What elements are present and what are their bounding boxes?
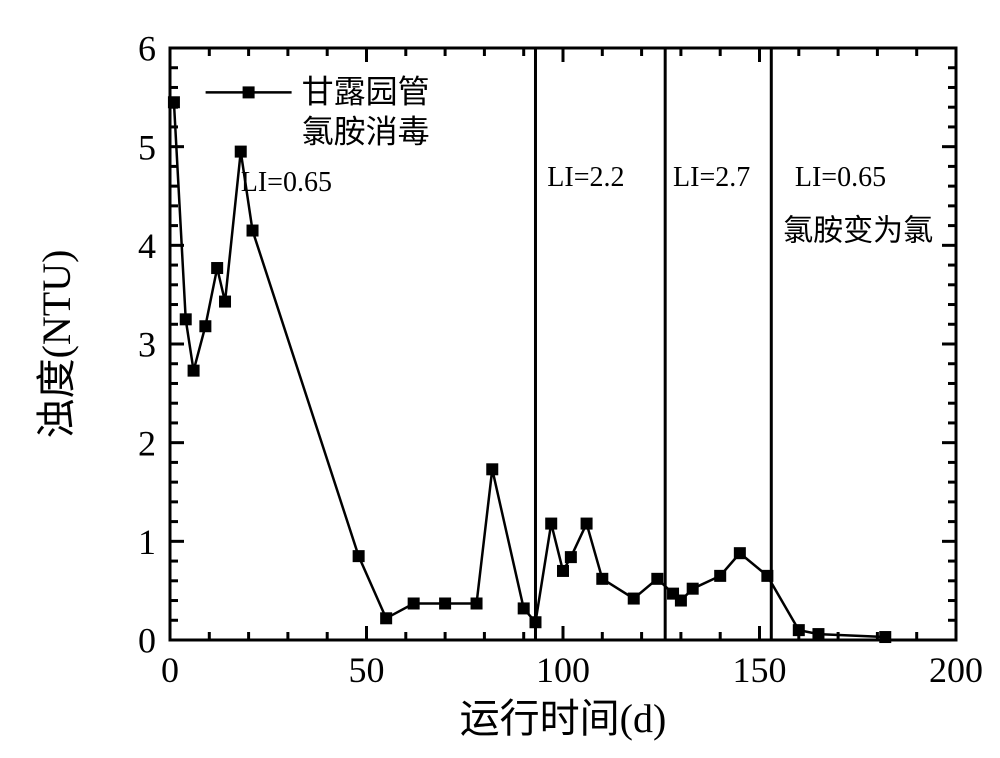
turbidity-line-chart: 0 50 100 150 200 0 1 2 3 4 5 6 运行时间(d) 浊度(NTU) LI=0.65… [0,0,1000,758]
series-marker [188,365,200,377]
series-marker [353,550,365,562]
series-marker [247,225,259,237]
series-marker [812,628,824,640]
svg-text:200: 200 [929,650,983,690]
svg-text:50: 50 [349,650,385,690]
series-marker [408,597,420,609]
annotation-text: LI=2.2 [547,162,624,193]
svg-text:2: 2 [138,423,156,463]
series-marker [565,551,577,563]
svg-text:0: 0 [161,650,179,690]
y-axis-label: 浊度(NTU) [34,250,79,439]
series-marker [199,320,211,332]
svg-text:6: 6 [138,29,156,69]
series-marker [793,624,805,636]
x-axis-label: 运行时间(d) [460,696,667,741]
series-marker [471,597,483,609]
series-marker [529,616,541,628]
annotation-text: LI=0.65 [241,167,332,198]
legend-marker [243,86,255,98]
series-marker [651,573,663,585]
series-marker [675,595,687,607]
series-marker [557,565,569,577]
series-marker [714,570,726,582]
series-marker [486,463,498,475]
legend-label: 氯胺消毒 [302,113,430,149]
series-marker [761,570,773,582]
series-marker [439,597,451,609]
series-marker [545,518,557,530]
series-marker [879,631,891,643]
series-marker [219,296,231,308]
legend-label: 甘露园管 [302,73,430,109]
svg-text:100: 100 [536,650,590,690]
series-marker [687,583,699,595]
annotation-text: LI=0.65 [795,162,886,193]
svg-text:0: 0 [138,621,156,661]
series-marker [211,262,223,274]
svg-text:1: 1 [138,522,156,562]
series-marker [518,602,530,614]
svg-text:4: 4 [138,226,156,266]
series-marker [168,96,180,108]
annotation-text: LI=2.7 [673,162,750,193]
series-marker [596,573,608,585]
series-marker [380,612,392,624]
series-marker [734,547,746,559]
svg-text:150: 150 [733,650,787,690]
series-marker [581,518,593,530]
series-marker [180,313,192,325]
svg-text:5: 5 [138,127,156,167]
svg-text:3: 3 [138,325,156,365]
annotation-text: 氯胺变为氯 [783,214,933,247]
series-marker [628,593,640,605]
series-marker [235,146,247,158]
